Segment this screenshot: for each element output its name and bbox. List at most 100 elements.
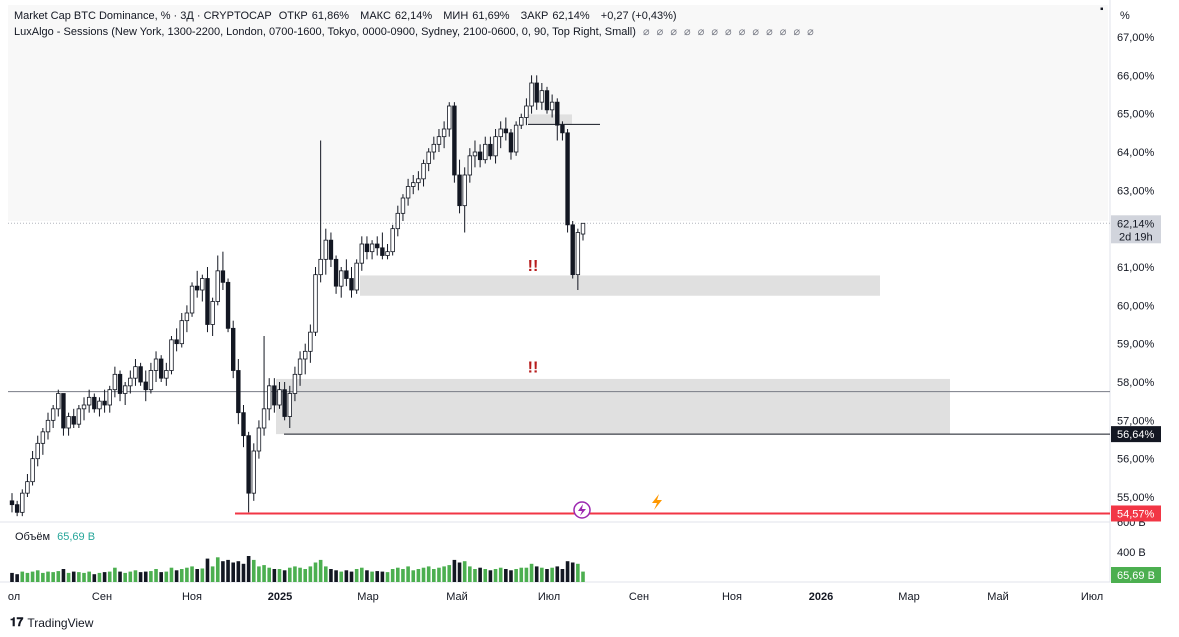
volume-bar bbox=[550, 567, 554, 582]
x-tick-label: Мар bbox=[357, 591, 379, 603]
high-label: МАКС 62,14% bbox=[360, 10, 433, 22]
volume-bar bbox=[282, 570, 287, 582]
countdown-label: 2d 19h bbox=[1119, 231, 1153, 243]
candle-body bbox=[508, 132, 514, 153]
candle-body bbox=[71, 416, 76, 425]
volume-bar bbox=[102, 572, 107, 582]
candle-body bbox=[122, 385, 128, 394]
axis-unit-label[interactable]: % bbox=[1120, 10, 1130, 22]
candle-body bbox=[570, 224, 575, 276]
scale-marker-icon: ▪ bbox=[1100, 4, 1104, 15]
volume-bar bbox=[128, 571, 133, 582]
y-tick-label: 61,00% bbox=[1117, 262, 1155, 274]
x-tick-label: ол bbox=[8, 591, 20, 603]
symbol-name[interactable]: Market Cap BTC Dominance, % · 3Д · CRYPT… bbox=[14, 10, 272, 22]
order-block-zone bbox=[360, 275, 880, 296]
y-tick-label: 60,00% bbox=[1117, 300, 1155, 312]
candle-body bbox=[477, 151, 483, 161]
candle-body bbox=[539, 90, 545, 103]
indicator-values: ⌀ ⌀ ⌀ ⌀ ⌀ ⌀ ⌀ ⌀ ⌀ ⌀ ⌀ ⌀ ⌀ bbox=[642, 26, 816, 38]
candle-body bbox=[236, 370, 241, 414]
volume-bar bbox=[365, 570, 369, 582]
indicator-name[interactable]: LuxAlgo - Sessions (New York, 1300-2200,… bbox=[14, 26, 636, 38]
volume-bar bbox=[200, 568, 205, 582]
candle-body bbox=[92, 396, 97, 410]
price-tag-label: 54,57% bbox=[1117, 508, 1155, 520]
candle-body bbox=[45, 419, 51, 433]
candle-body bbox=[189, 285, 195, 314]
candle-body bbox=[133, 366, 138, 379]
volume-bar bbox=[581, 571, 585, 582]
volume-legend[interactable]: Объём 65,69 B bbox=[15, 531, 95, 543]
volume-bar bbox=[473, 569, 477, 582]
volume-tag-label: 65,69 B bbox=[1117, 570, 1155, 582]
candle-body bbox=[256, 427, 262, 452]
candle-body bbox=[143, 381, 148, 391]
candle-body bbox=[519, 117, 524, 126]
volume-bar bbox=[498, 567, 503, 582]
volume-bar bbox=[529, 563, 534, 582]
volume-bar bbox=[174, 570, 179, 582]
candle-body bbox=[292, 373, 298, 394]
volume-bar bbox=[385, 572, 390, 582]
volume-bar bbox=[287, 567, 292, 582]
candle-body bbox=[498, 128, 503, 138]
candle-body bbox=[14, 504, 20, 513]
candle-body bbox=[467, 155, 473, 176]
volume-bar bbox=[421, 567, 426, 582]
candle-body bbox=[220, 270, 226, 283]
candle-body bbox=[426, 151, 431, 164]
x-tick-label: Май bbox=[446, 591, 468, 603]
volume-bar bbox=[251, 559, 256, 582]
volume-bar bbox=[92, 574, 97, 582]
volume-bar bbox=[406, 566, 410, 582]
candle-body bbox=[359, 243, 365, 264]
volume-bar bbox=[442, 566, 446, 582]
candle-body bbox=[9, 500, 15, 506]
volume-bar bbox=[329, 569, 333, 582]
volume-bar bbox=[35, 570, 40, 582]
candle-body bbox=[184, 312, 190, 322]
tradingview-brand[interactable]: 𝟏𝟕 TradingView bbox=[10, 615, 93, 630]
volume-bar bbox=[375, 571, 380, 582]
volume-bar bbox=[30, 571, 35, 582]
volume-bar bbox=[118, 571, 122, 582]
volume-bar bbox=[437, 567, 441, 582]
y-tick-label: 67,00% bbox=[1117, 32, 1155, 44]
volume-bar bbox=[411, 570, 416, 582]
candle-body bbox=[97, 400, 102, 410]
candle-body bbox=[580, 222, 586, 235]
open-label: ОТКР 61,86% bbox=[278, 10, 350, 22]
candle-body bbox=[549, 101, 555, 111]
candle-body bbox=[565, 132, 570, 226]
volume-bar bbox=[277, 569, 282, 582]
candle-body bbox=[261, 408, 267, 429]
candle-body bbox=[56, 393, 61, 410]
volume-bar bbox=[241, 563, 246, 582]
y-tick-label: 59,00% bbox=[1117, 339, 1155, 351]
volume-bar bbox=[339, 571, 344, 582]
x-tick-label: Июл bbox=[538, 591, 560, 603]
volume-bar bbox=[478, 567, 482, 582]
candle-body bbox=[400, 197, 406, 214]
order-block-zone bbox=[276, 378, 950, 435]
volume-bar bbox=[272, 569, 277, 582]
candle-body bbox=[210, 301, 215, 325]
candle-body bbox=[555, 101, 560, 126]
candle-body bbox=[30, 458, 35, 483]
volume-bar bbox=[565, 561, 570, 582]
y-tick-label: 65,00% bbox=[1117, 109, 1155, 121]
volume-bar bbox=[303, 569, 308, 582]
candle-body bbox=[225, 281, 231, 329]
candle-body bbox=[503, 128, 509, 134]
indicator-legend[interactable]: LuxAlgo - Sessions (New York, 1300-2200,… bbox=[14, 25, 820, 38]
candle-body bbox=[81, 404, 87, 410]
volume-bar bbox=[313, 562, 318, 582]
candle-body bbox=[230, 327, 236, 371]
candle-body bbox=[277, 389, 282, 406]
volume-bar bbox=[195, 569, 199, 582]
close-label: ЗАКР 62,14% bbox=[520, 10, 590, 22]
volume-bar bbox=[97, 572, 102, 582]
